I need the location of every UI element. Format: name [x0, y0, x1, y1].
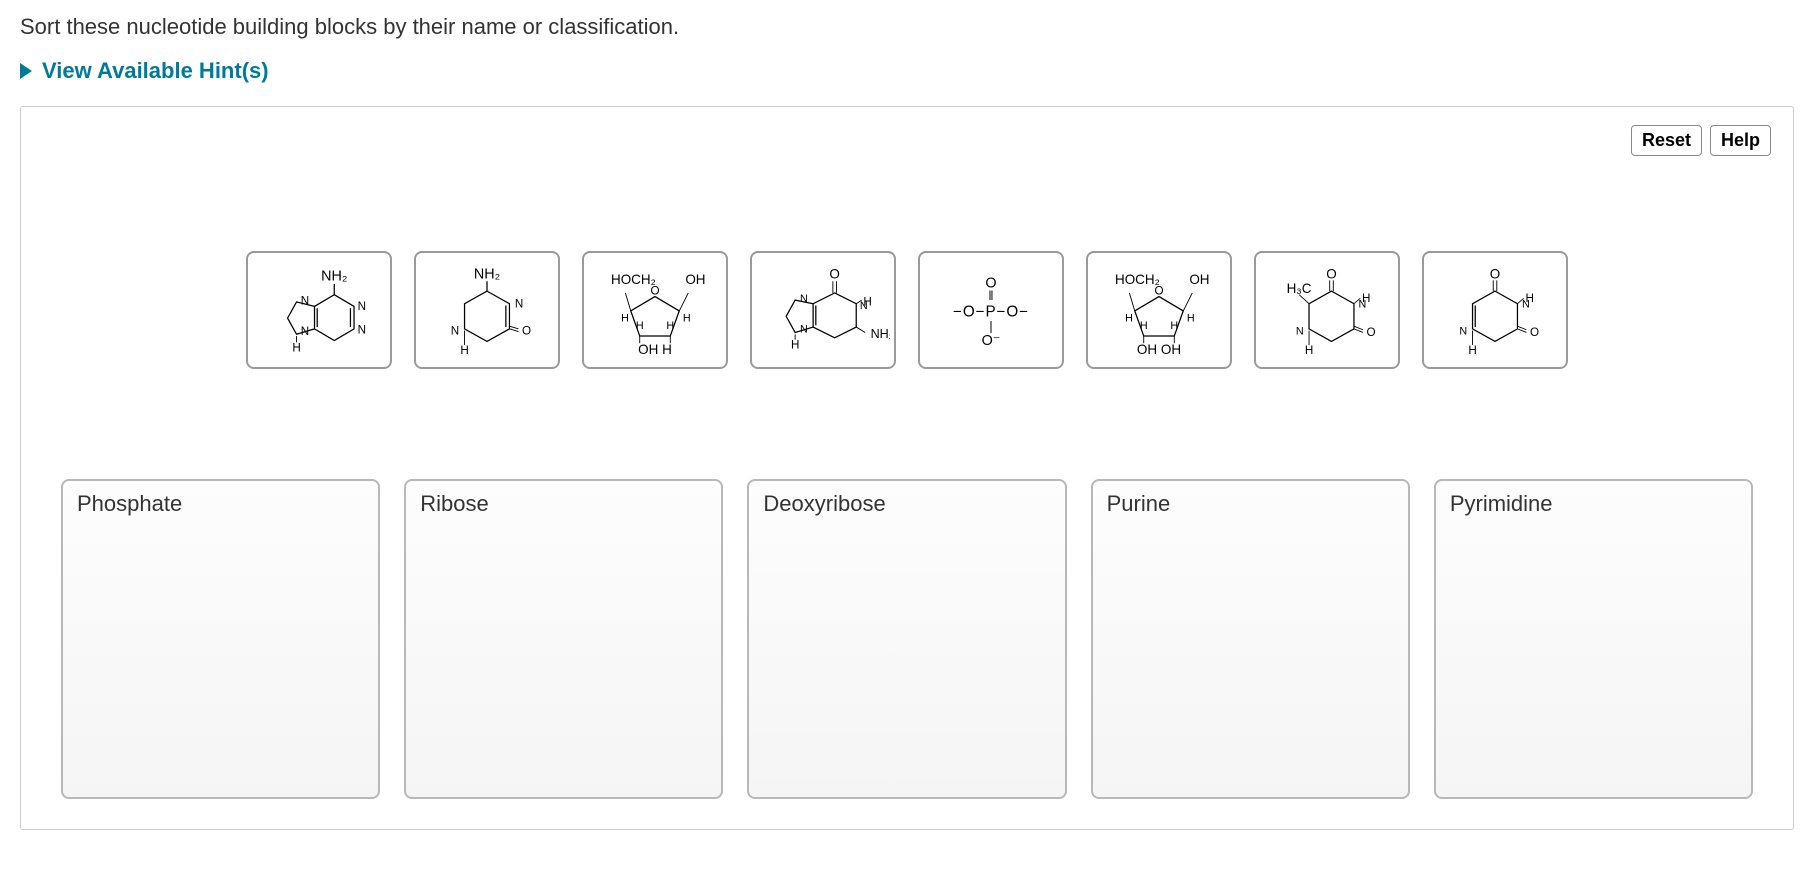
svg-text:O: O [522, 324, 531, 337]
svg-text:H: H [1305, 344, 1313, 357]
tile-thymine[interactable]: O H₃C H N N O H [1254, 251, 1400, 369]
svg-text:H: H [636, 320, 644, 332]
sugar-bottom-labels: OH OH [1137, 342, 1181, 357]
svg-text:H: H [666, 320, 674, 332]
svg-text:OH: OH [685, 272, 705, 287]
tile-cytosine[interactable]: NH₂ N N O H [414, 251, 560, 369]
bin-label: Phosphate [77, 491, 364, 517]
tile-ribose[interactable]: HOCH₂ OH O H H H H OH OH [1086, 251, 1232, 369]
bin-label: Purine [1107, 491, 1394, 517]
drop-bins-row: Phosphate Ribose Deoxyribose Purine Pyri… [51, 479, 1763, 799]
svg-text:H: H [791, 339, 799, 352]
svg-text:H: H [1140, 320, 1148, 332]
svg-text:H: H [621, 313, 629, 325]
svg-text:N: N [358, 323, 366, 336]
svg-text:N: N [451, 324, 459, 337]
svg-text:|: | [989, 320, 992, 334]
bin-deoxyribose[interactable]: Deoxyribose [747, 479, 1066, 799]
svg-text:N: N [1296, 325, 1304, 337]
bin-purine[interactable]: Purine [1091, 479, 1410, 799]
question-text: Sort these nucleotide building blocks by… [20, 14, 1794, 40]
svg-text:H₃C: H₃C [1287, 281, 1312, 296]
svg-text:NH₂: NH₂ [474, 267, 500, 283]
tile-uracil[interactable]: O H N N O H [1422, 251, 1568, 369]
tile-guanine[interactable]: O H N N N NH₂ H [750, 251, 896, 369]
svg-text:O: O [1490, 267, 1500, 282]
svg-text:O: O [829, 267, 839, 282]
svg-text:O⁻: O⁻ [982, 333, 1001, 349]
draggable-tiles-row: NH₂ N N N N H NH₂ N N O [51, 251, 1763, 369]
tile-deoxyribose[interactable]: HOCH₂ OH O H H H H OH H [582, 251, 728, 369]
bin-label: Deoxyribose [763, 491, 1050, 517]
svg-text:N: N [1522, 298, 1530, 310]
svg-text:O: O [1530, 326, 1539, 339]
sugar-bottom-labels: OH H [638, 342, 672, 357]
bin-phosphate[interactable]: Phosphate [61, 479, 380, 799]
tile-phosphate[interactable]: O ‖ −O−P−O− | O⁻ [918, 251, 1064, 369]
reset-button[interactable]: Reset [1631, 125, 1702, 156]
svg-text:O: O [1154, 285, 1163, 298]
svg-text:N: N [358, 300, 366, 313]
svg-text:H: H [460, 344, 468, 357]
svg-text:O: O [650, 285, 659, 298]
help-button[interactable]: Help [1710, 125, 1771, 156]
svg-text:−O−P−O−: −O−P−O− [953, 303, 1029, 320]
bin-label: Ribose [420, 491, 707, 517]
svg-text:N: N [800, 293, 808, 305]
svg-text:N: N [800, 323, 808, 335]
svg-text:N: N [860, 300, 868, 312]
bin-ribose[interactable]: Ribose [404, 479, 723, 799]
bin-label: Pyrimidine [1450, 491, 1737, 517]
svg-text:HOCH₂: HOCH₂ [611, 272, 656, 287]
caret-right-icon [20, 63, 32, 79]
svg-text:H: H [1170, 320, 1178, 332]
svg-text:H: H [683, 313, 691, 325]
svg-text:N: N [1459, 325, 1467, 337]
sorting-work-area: Reset Help NH₂ N N N N H [20, 106, 1794, 830]
svg-text:‖: ‖ [988, 289, 993, 303]
view-hints-toggle[interactable]: View Available Hint(s) [20, 58, 1794, 84]
svg-text:H: H [1187, 313, 1195, 325]
svg-text:NH₂: NH₂ [871, 327, 890, 341]
svg-text:OH: OH [1189, 272, 1209, 287]
bin-pyrimidine[interactable]: Pyrimidine [1434, 479, 1753, 799]
label-nh2: NH₂ [321, 268, 347, 284]
svg-text:O: O [1326, 267, 1336, 282]
svg-text:HOCH₂: HOCH₂ [1115, 272, 1160, 287]
svg-text:N: N [515, 297, 523, 310]
svg-text:N: N [301, 325, 309, 338]
svg-text:H: H [1468, 344, 1476, 357]
tile-adenine[interactable]: NH₂ N N N N H [246, 251, 392, 369]
svg-text:H: H [1125, 313, 1133, 325]
svg-text:O: O [1367, 326, 1376, 339]
svg-text:N: N [301, 295, 309, 308]
svg-text:H: H [292, 341, 300, 354]
svg-text:N: N [1358, 298, 1366, 310]
hints-label: View Available Hint(s) [42, 58, 269, 84]
